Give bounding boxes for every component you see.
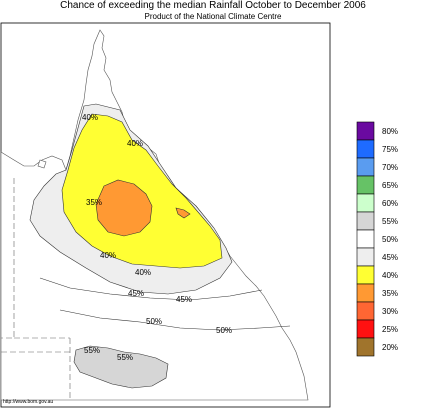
label-40-bottom: 40% <box>135 268 151 277</box>
label-45-left: 45% <box>128 289 144 298</box>
legend-label: 70% <box>382 163 398 172</box>
legend-swatch <box>356 175 375 195</box>
contour-45 <box>39 277 263 301</box>
map-subtitle: Product of the National Climate Centre <box>144 12 282 21</box>
legend-label: 35% <box>382 289 398 298</box>
legend-swatch <box>356 319 375 339</box>
legend-swatch <box>356 121 375 141</box>
label-50-right: 50% <box>216 326 232 335</box>
region-35 <box>95 179 153 237</box>
legend-swatch <box>356 157 375 177</box>
footer-url: http://www.bom.gov.au <box>3 399 54 405</box>
label-55-right: 55% <box>117 353 133 362</box>
region-35-coast <box>175 207 191 219</box>
label-55-left: 55% <box>84 346 100 355</box>
legend-swatch <box>356 247 375 267</box>
legend-label: 75% <box>382 145 398 154</box>
legend-swatch <box>356 139 375 159</box>
legend-label: 45% <box>382 253 398 262</box>
legend-label: 20% <box>382 343 398 352</box>
legend-swatch <box>356 283 375 303</box>
map-title: Chance of exceeding the median Rainfall … <box>60 0 366 11</box>
label-40-top: 40% <box>82 113 98 122</box>
legend-swatch <box>356 193 375 213</box>
legend-swatch <box>356 265 375 285</box>
region-55 <box>73 345 169 389</box>
legend: 80% 75% 70% 65% 60% 55% 50% 45% 40% 35% 30% 25% 20% <box>356 121 398 357</box>
label-40-lowleft: 40% <box>100 251 116 260</box>
label-50-left: 50% <box>146 317 162 326</box>
legend-label: 40% <box>382 271 398 280</box>
legend-swatch <box>356 229 375 249</box>
legend-label: 30% <box>382 307 398 316</box>
legend-swatch <box>356 337 375 357</box>
label-35-center: 35% <box>86 198 102 207</box>
legend-label: 25% <box>382 325 398 334</box>
legend-swatch <box>356 301 375 321</box>
label-45-right: 45% <box>176 295 192 304</box>
legend-label: 50% <box>382 235 398 244</box>
label-40-right: 40% <box>127 139 143 148</box>
legend-swatch <box>356 211 375 231</box>
contour-50 <box>59 309 291 331</box>
island <box>37 159 47 169</box>
legend-label: 60% <box>382 199 398 208</box>
legend-label: 80% <box>382 127 398 136</box>
legend-label: 65% <box>382 181 398 190</box>
legend-label: 55% <box>382 217 398 226</box>
